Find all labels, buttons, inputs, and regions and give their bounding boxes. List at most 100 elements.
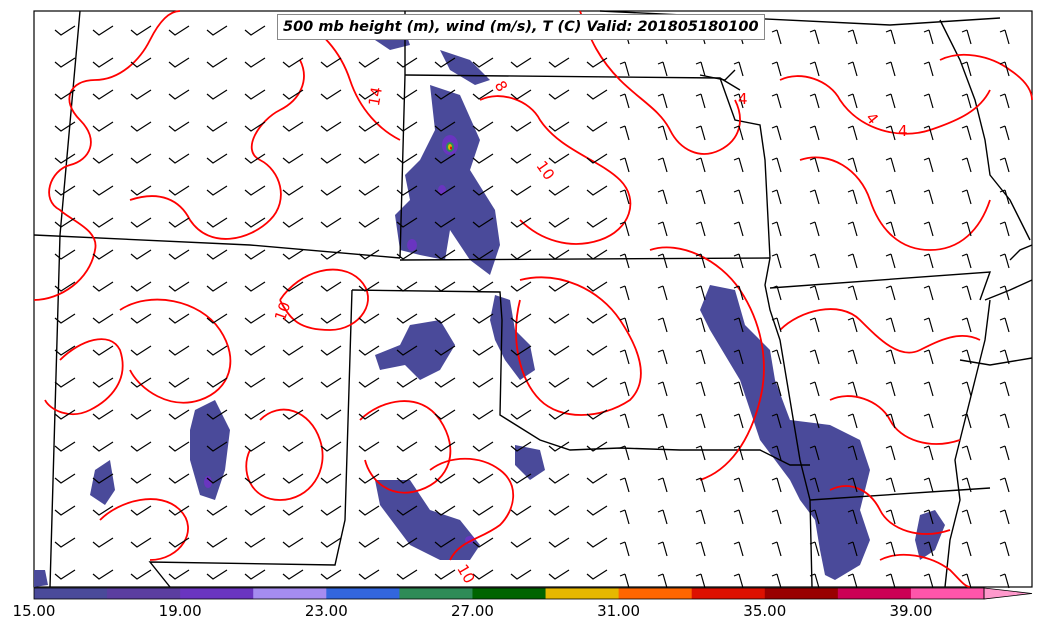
wind-barb bbox=[999, 317, 1010, 333]
wind-barb bbox=[472, 121, 494, 132]
map-frame bbox=[33, 10, 1033, 588]
wind-barb bbox=[771, 93, 782, 109]
wind-barb bbox=[130, 569, 152, 580]
wind-barb bbox=[548, 89, 570, 100]
wind-barb bbox=[548, 569, 570, 580]
colorbar-segment bbox=[691, 588, 766, 599]
wind-barb bbox=[885, 317, 896, 333]
wind-barb bbox=[847, 509, 858, 525]
wind-barb bbox=[733, 253, 744, 269]
wind-barb bbox=[54, 89, 76, 100]
wind-barb bbox=[396, 153, 418, 164]
wind-barb bbox=[961, 541, 972, 557]
wind-barb bbox=[733, 509, 744, 525]
wind-barb bbox=[54, 217, 76, 228]
wind-barb bbox=[999, 541, 1010, 557]
wind-barb bbox=[320, 441, 342, 452]
wind-barb bbox=[657, 413, 668, 429]
colorbar-segment bbox=[910, 588, 985, 599]
wind-barb bbox=[92, 409, 114, 420]
wind-barb bbox=[695, 125, 706, 141]
wind-barb bbox=[923, 189, 934, 205]
wind-barb bbox=[548, 281, 570, 292]
wind-barb bbox=[809, 445, 820, 461]
wind-barb bbox=[809, 93, 820, 109]
wind-barb bbox=[206, 313, 228, 324]
wind-barb bbox=[771, 317, 782, 333]
wind-barb bbox=[885, 61, 896, 77]
wind-barb bbox=[619, 477, 630, 493]
wind-barb bbox=[320, 121, 342, 132]
wind-barb bbox=[961, 157, 972, 173]
wind-barb bbox=[130, 249, 152, 260]
wind-barb bbox=[548, 409, 570, 420]
wind-barb bbox=[657, 445, 668, 461]
wind-barb bbox=[434, 505, 456, 516]
wind-barb bbox=[244, 89, 266, 100]
wind-barb bbox=[472, 473, 494, 484]
wind-barb bbox=[619, 125, 630, 141]
wind-barb bbox=[999, 413, 1010, 429]
contour-label-group: 14 8 10 4 4 4 10 10 bbox=[271, 78, 908, 587]
wind-barb bbox=[771, 509, 782, 525]
wind-barb bbox=[695, 541, 706, 557]
wind-barb bbox=[510, 569, 532, 580]
wind-barb bbox=[733, 317, 744, 333]
wind-barb bbox=[586, 377, 608, 388]
colorbar-segment bbox=[107, 588, 181, 599]
wind-barb bbox=[320, 249, 342, 260]
wind-barb bbox=[548, 473, 570, 484]
wind-barb bbox=[619, 61, 630, 77]
wind-barb bbox=[586, 409, 608, 420]
wind-barb bbox=[358, 121, 380, 132]
wind-barb bbox=[396, 409, 418, 420]
wind-barb bbox=[695, 221, 706, 237]
wind-barb bbox=[358, 377, 380, 388]
wind-barb bbox=[358, 89, 380, 100]
wind-barb bbox=[586, 281, 608, 292]
wind-barb bbox=[282, 505, 304, 516]
wind-barb bbox=[999, 189, 1010, 205]
wind-barb bbox=[847, 573, 858, 589]
wind-barb bbox=[923, 125, 934, 141]
wind-barb bbox=[54, 153, 76, 164]
wind-barb bbox=[206, 281, 228, 292]
wind-barb bbox=[510, 153, 532, 164]
shade-az-west bbox=[90, 460, 115, 505]
wind-barb bbox=[961, 413, 972, 429]
wind-barb bbox=[320, 281, 342, 292]
wind-barb bbox=[809, 413, 820, 429]
wind-barb bbox=[320, 473, 342, 484]
wind-barb bbox=[472, 57, 494, 68]
wind-barb bbox=[396, 121, 418, 132]
wind-barb bbox=[961, 445, 972, 461]
wind-barb bbox=[168, 281, 190, 292]
wind-barb bbox=[733, 61, 744, 77]
wind-barb bbox=[885, 509, 896, 525]
wind-barb bbox=[168, 57, 190, 68]
wind-barb bbox=[619, 541, 630, 557]
wind-barb bbox=[510, 281, 532, 292]
wind-barb bbox=[434, 89, 456, 100]
colorbar-segment bbox=[764, 588, 839, 599]
wind-barb bbox=[396, 217, 418, 228]
colorbar-tick-label: 27.00 bbox=[450, 602, 494, 620]
wind-barb bbox=[472, 377, 494, 388]
wind-barb bbox=[320, 345, 342, 356]
wind-barb bbox=[586, 569, 608, 580]
wind-barb bbox=[434, 121, 456, 132]
wind-barb bbox=[358, 345, 380, 356]
wind-barb bbox=[733, 381, 744, 397]
colorbar-tick-label: 15.00 bbox=[12, 602, 56, 620]
shade-nm-central bbox=[375, 320, 455, 380]
colorbar-segment bbox=[34, 588, 108, 599]
wind-barb bbox=[771, 253, 782, 269]
wind-barb bbox=[130, 441, 152, 452]
wind-barb bbox=[396, 313, 418, 324]
wind-barb bbox=[92, 313, 114, 324]
shade-az-east bbox=[190, 400, 230, 500]
wind-barb bbox=[586, 537, 608, 548]
wind-barb bbox=[847, 317, 858, 333]
wind-barb bbox=[771, 381, 782, 397]
wind-barb bbox=[695, 93, 706, 109]
